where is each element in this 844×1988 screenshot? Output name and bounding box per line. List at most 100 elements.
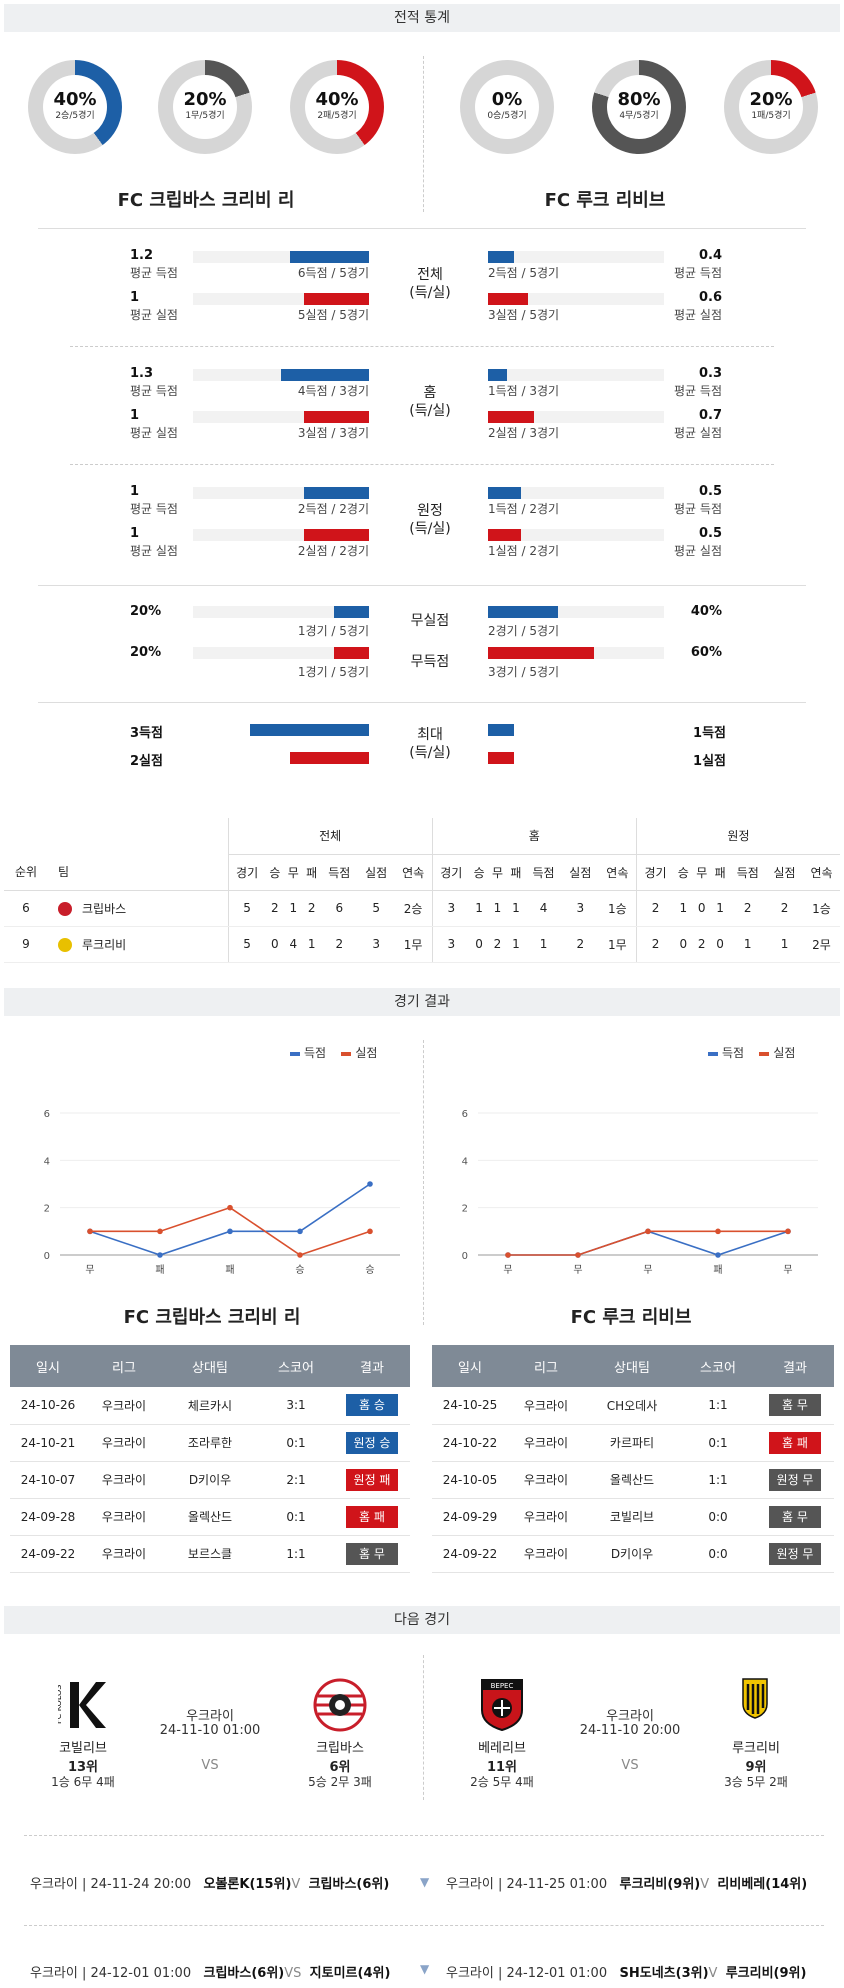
results-row[interactable]: 24-10-07 우크라이 D키이우 2:1 원정 패 <box>10 1461 410 1499</box>
home-stat-value: 1 <box>130 526 140 541</box>
chevron-down-icon[interactable]: ▼ <box>420 1875 430 1889</box>
home-stat-value: 1 <box>130 484 140 499</box>
x-tick-label: 승 <box>365 1264 374 1276</box>
concede-point[interactable] <box>715 1228 721 1235</box>
fixture-item[interactable]: 우크라이 | 24-11-24 20:00 오볼론K(15위)V 크립바스(6위… <box>30 1873 389 1892</box>
results-row[interactable]: 24-09-28 우크라이 올렉산드 0:1 홈 패 <box>10 1498 410 1536</box>
concede-point[interactable] <box>367 1228 373 1235</box>
donut-subtitle: 2승/5경기 <box>55 111 95 121</box>
result-opponent[interactable]: 코빌리브 <box>584 1498 680 1536</box>
results-row[interactable]: 24-10-22 우크라이 카르파티 0:1 홈 패 <box>432 1424 834 1462</box>
result-league: 우크라이 <box>86 1424 162 1462</box>
concede-point[interactable] <box>505 1252 511 1258</box>
home-stat-bar <box>281 369 369 381</box>
donut-subtitle: 2패/5경기 <box>317 111 357 121</box>
results-row[interactable]: 24-09-29 우크라이 코빌리브 0:0 홈 무 <box>432 1498 834 1536</box>
fixture-item[interactable]: 우크라이 | 24-11-25 01:00 루크리비(9위)V 리비베레(14위… <box>446 1873 807 1892</box>
away-results-table: 일시 리그 상대팀 스코어 결과 24-10-25 우크라이 CH오데사 1:1 홈 무 24-10… <box>432 1345 834 1573</box>
result-opponent[interactable]: D키이우 <box>162 1461 258 1499</box>
concede-point[interactable] <box>87 1228 93 1235</box>
home-max-bar <box>250 724 369 736</box>
result-opponent[interactable]: 올렉산드 <box>584 1461 680 1499</box>
section-header-results: 경기 결과 <box>4 988 840 1016</box>
standings-row[interactable]: 9 루크리비 5 0 4 1 2 3 1무 3 0 2 1 1 2 1무 2 0 2 0 1 1 2무 <box>4 926 840 963</box>
chart-legend-away: 득점 실점 <box>708 1044 795 1061</box>
chevron-down-icon[interactable]: ▼ <box>420 1962 430 1976</box>
result-opponent[interactable]: 올렉산드 <box>162 1498 258 1536</box>
standings-team[interactable]: 루크리비 <box>48 926 228 963</box>
standings-cell: 1 <box>674 890 693 927</box>
home-team-results-title: FC 크립바스 크리비 리 <box>123 1307 301 1328</box>
standings-cell: 2 <box>635 890 675 927</box>
home-stat-bar <box>303 411 369 423</box>
results-row[interactable]: 24-09-22 우크라이 D키이우 0:0 원정 무 <box>432 1535 834 1573</box>
result-date: 24-10-25 <box>432 1387 508 1425</box>
standings-col-header: 득점 <box>525 854 562 891</box>
y-tick-label: 0 <box>462 1251 468 1262</box>
away-stat-label: 평균 득점 <box>674 502 722 516</box>
away-stat-value: 0.5 <box>698 484 722 499</box>
bar-track <box>193 647 369 659</box>
home-stat-caption: 6득점 / 5경기 <box>297 266 369 280</box>
fixture-home: 오볼론K(15위) <box>203 1877 292 1892</box>
result-badge: 홈 무 <box>769 1394 821 1417</box>
results-row[interactable]: 24-10-25 우크라이 CH오데사 1:1 홈 무 <box>432 1387 834 1425</box>
result-opponent[interactable]: 보르스클 <box>162 1535 258 1573</box>
concede-point[interactable] <box>575 1252 581 1258</box>
stat-group-label: 원정 (득/실) <box>409 503 451 537</box>
fixture-item[interactable]: 우크라이 | 24-12-01 01:00 크립바스(6위)VS 지토미르(4위… <box>30 1962 390 1981</box>
standings-team[interactable]: 크립바스 <box>48 890 228 927</box>
standings-cell: 1승 <box>598 890 637 927</box>
home-stat-label: 평균 실점 <box>130 308 178 322</box>
concede-point[interactable] <box>297 1252 303 1258</box>
x-tick-label: 패 <box>155 1264 164 1276</box>
concede-point[interactable] <box>227 1204 233 1211</box>
standings-row[interactable]: 6 크립바스 5 2 1 2 6 5 2승 3 1 1 1 4 3 1승 2 1 0 1 2 2 1승 <box>4 890 840 927</box>
home-stat-bar <box>303 293 369 305</box>
home-stat-label: 평균 득점 <box>130 502 178 516</box>
away-goals-chart: 0 2 4 6 무 무 무 패 무 <box>462 1109 818 1276</box>
result-badge: 원정 패 <box>346 1468 398 1491</box>
fixture-league-date: 우크라이 | 24-11-25 01:00 <box>446 1877 608 1892</box>
away-stat-label: 평균 실점 <box>674 308 722 322</box>
fixture-v: V <box>700 1877 710 1892</box>
concede-point[interactable] <box>645 1228 651 1235</box>
result-cell: 홈 무 <box>334 1535 410 1573</box>
donut-percent: 40% <box>53 89 97 110</box>
standings-cell: 0 <box>692 890 711 927</box>
fixture-item[interactable]: 우크라이 | 24-12-01 01:00 SH도네츠(3위)V 루크리비(9위… <box>446 1962 806 1981</box>
result-date: 24-10-26 <box>10 1387 86 1425</box>
donut-subtitle: 0승/5경기 <box>487 111 527 121</box>
score-point[interactable] <box>715 1252 721 1258</box>
donut-center: 40% 2승/5경기 <box>43 75 107 139</box>
section-header-next: 다음 경기 <box>4 1606 840 1634</box>
next-left-vs: VS <box>201 1758 219 1773</box>
score-point[interactable] <box>297 1228 303 1235</box>
concede-point[interactable] <box>785 1228 791 1235</box>
concede-point[interactable] <box>157 1228 163 1235</box>
away-stat-bar <box>488 529 522 541</box>
results-row[interactable]: 24-10-05 우크라이 올렉산드 1:1 원정 무 <box>432 1461 834 1499</box>
home-results-table: 일시 리그 상대팀 스코어 결과 24-10-26 우크라이 체르카시 3:1 홈 승 24-10-… <box>10 1345 410 1573</box>
result-opponent[interactable]: 체르카시 <box>162 1387 258 1425</box>
y-tick-label: 4 <box>44 1156 50 1167</box>
result-opponent[interactable]: D키이우 <box>584 1535 680 1573</box>
results-row[interactable]: 24-10-21 우크라이 조라루한 0:1 원정 승 <box>10 1424 410 1462</box>
next-right-league: 우크라이 <box>606 1709 654 1724</box>
result-opponent[interactable]: 조라루한 <box>162 1424 258 1462</box>
standings-cell: 0 <box>469 926 489 963</box>
win-rate-donut: 40% 2승/5경기 <box>28 60 122 154</box>
result-opponent[interactable]: CH오데사 <box>584 1387 680 1425</box>
results-row[interactable]: 24-10-26 우크라이 체르카시 3:1 홈 승 <box>10 1387 410 1425</box>
result-opponent[interactable]: 카르파티 <box>584 1424 680 1462</box>
standings-cell: 1 <box>506 926 526 963</box>
next-left-away-rank: 6위 <box>329 1760 351 1775</box>
score-point[interactable] <box>367 1181 373 1187</box>
score-point[interactable] <box>227 1228 233 1235</box>
results-row[interactable]: 24-09-22 우크라이 보르스클 1:1 홈 무 <box>10 1535 410 1573</box>
section-header-stats: 전적 통계 <box>4 4 840 32</box>
result-cell: 홈 무 <box>756 1498 834 1536</box>
score-point[interactable] <box>157 1252 163 1258</box>
next-right-home-record: 2승 5무 4패 <box>470 1775 534 1789</box>
result-cell: 원정 패 <box>334 1461 410 1499</box>
